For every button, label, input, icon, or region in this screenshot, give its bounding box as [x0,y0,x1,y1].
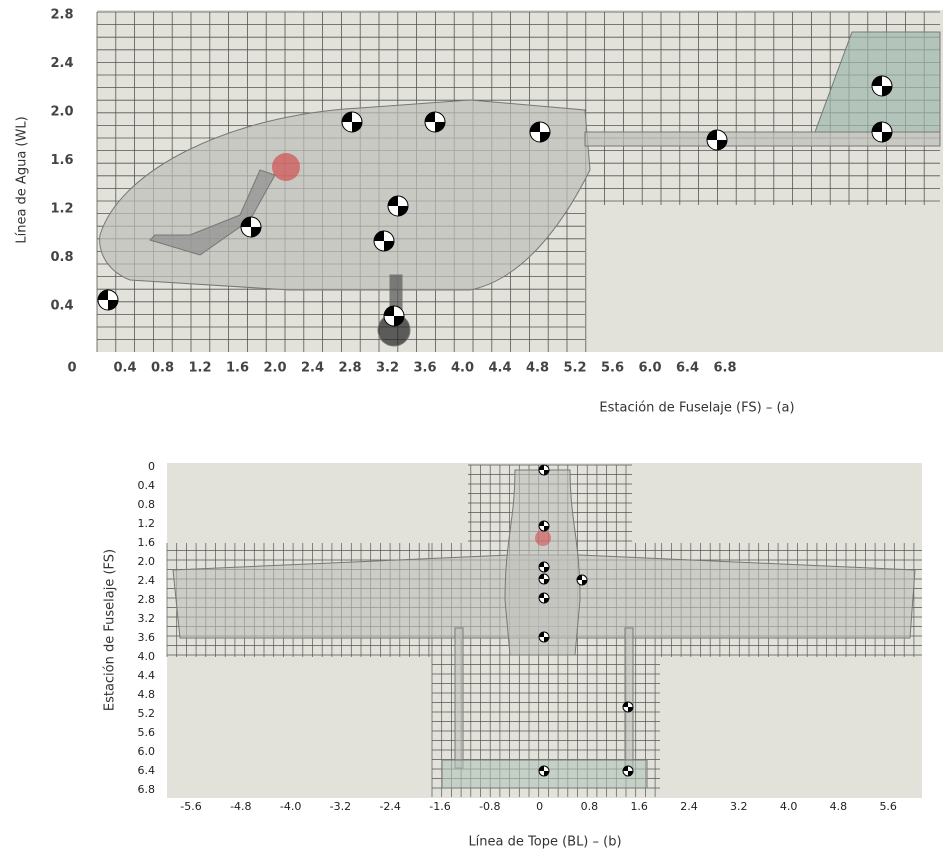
y-tick-label: 5.6 [138,726,156,739]
y-tick-label: 2.8 [138,593,156,606]
y-tick-label: 4.8 [138,688,156,701]
y-axis-title: Estación de Fuselaje (FS) [103,549,118,711]
y-tick-label: 0.4 [50,299,73,314]
x-tick-label: 5.6 [879,800,897,813]
x-tick-label: -2.4 [379,800,400,813]
x-tick-label: -1.6 [429,800,450,813]
x-tick-label: 2.0 [263,361,286,376]
x-tick-label: 4.8 [830,800,848,813]
x-tick-label: -3.2 [330,800,351,813]
y-tick-label: 5.2 [138,707,156,720]
y-tick-label: 3.6 [138,631,156,644]
y-tick-label: 1.2 [50,202,73,217]
x-tick-label: 1.2 [188,361,211,376]
y-tick-label: 2.0 [138,555,156,568]
x-tick-label: 4.4 [488,361,511,376]
x-tick-label: 1.6 [226,361,249,376]
x-tick-label: 6.4 [676,361,699,376]
x-axis-title: Estación de Fuselaje (FS) – (a) [599,401,794,416]
x-tick-label: 6.0 [638,361,661,376]
x-tick-label: 5.2 [563,361,586,376]
x-tick-label: 2.4 [680,800,698,813]
x-tick-label: 3.2 [730,800,748,813]
x-tick-label: 4.0 [451,361,474,376]
y-tick-label: 2.4 [50,56,73,71]
y-tick-label: 6.8 [138,783,156,796]
y-tick-label: 1.2 [138,517,156,530]
x-tick-label: -4.8 [230,800,251,813]
x-tick-label: 4.0 [780,800,798,813]
y-tick-label: 0.8 [50,250,73,265]
x-tick-label: 2.4 [301,361,324,376]
y-tick-label: 1.6 [138,536,156,549]
x-tick-label: 0 [67,361,76,376]
y-tick-label: 2.4 [138,574,156,587]
y-tick-label: 2.0 [50,105,73,120]
x-tick-label: -4.0 [280,800,301,813]
y-axis-title: Línea de Agua (WL) [15,116,30,243]
x-tick-label: 1.6 [630,800,648,813]
x-tick-label: 0.8 [581,800,599,813]
x-tick-label: 4.8 [526,361,549,376]
y-tick-label: 0.4 [138,479,156,492]
x-tick-label: 3.6 [413,361,436,376]
y-tick-label: 1.6 [50,153,73,168]
x-axis-title: Línea de Tope (BL) – (b) [468,835,621,850]
x-tick-label: 2.8 [338,361,361,376]
y-tick-label: 4.0 [138,650,156,663]
x-tick-label: 3.2 [376,361,399,376]
x-tick-label: -0.8 [479,800,500,813]
x-tick-label: 6.8 [713,361,736,376]
x-tick-label: 5.6 [601,361,624,376]
x-tick-label: 0.8 [151,361,174,376]
figure: Línea de Agua (WL) Estación de Fuselaje … [0,0,943,856]
y-tick-label: 6.4 [138,764,156,777]
x-tick-label: -5.6 [180,800,201,813]
y-tick-label: 0.8 [138,498,156,511]
y-tick-label: 0 [148,460,155,473]
y-tick-label: 3.2 [138,612,156,625]
y-tick-label: 6.0 [138,745,156,758]
x-tick-label: 0.4 [113,361,136,376]
x-tick-label: 0 [536,800,543,813]
y-tick-label: 2.8 [50,8,73,23]
y-tick-label: 4.4 [138,669,156,682]
